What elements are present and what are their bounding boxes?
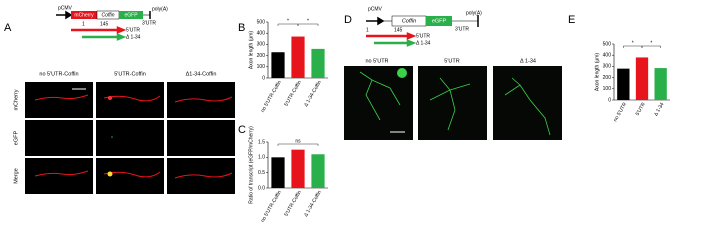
y-tick-label: 400 xyxy=(257,31,266,37)
significance-bracket xyxy=(641,45,661,48)
image-grid-d: no 5'UTR 5'UTR Δ 1-34 xyxy=(344,58,562,140)
column-label: Δ1-34-Coffin xyxy=(186,71,217,77)
box-label: Coffin xyxy=(402,18,416,24)
panel-label: C xyxy=(238,124,246,136)
bar xyxy=(654,68,667,100)
arrow-label: Δ 1-34 xyxy=(416,40,431,46)
significance-label: * xyxy=(650,40,652,46)
utr3: 3'UTR xyxy=(455,26,469,32)
position: 145 xyxy=(100,21,109,27)
y-tick-label: 0.5 xyxy=(258,170,265,176)
x-tick-label: 5'UTR xyxy=(635,101,647,116)
bar xyxy=(271,157,285,188)
box-label: eGFP xyxy=(432,18,447,24)
y-tick-label: 300 xyxy=(603,64,612,70)
column-label: no 5'UTR xyxy=(365,58,388,64)
y-tick-label: 300 xyxy=(257,42,266,48)
y-tick-label: 0 xyxy=(608,97,611,103)
promoter: pCMV xyxy=(368,6,383,12)
x-tick-label: 5'UTR-Coffin xyxy=(283,79,303,107)
significance-label: * xyxy=(287,18,289,24)
polya: poly(A) xyxy=(466,10,482,16)
x-tick-label: no 5'UTR-Coffin xyxy=(260,189,283,222)
panel-label: D xyxy=(344,14,352,26)
x-tick-label: Δ 1-34-Coffin xyxy=(303,79,323,107)
y-tick-label: 400 xyxy=(603,53,612,59)
row-label: Merge xyxy=(13,168,19,184)
box-label: mCherry xyxy=(74,12,94,18)
arrow-label: Δ 1-34 xyxy=(126,34,141,40)
y-axis-label: Axon length (μm) xyxy=(594,53,600,92)
significance-bracket xyxy=(277,143,319,146)
y-tick-label: 200 xyxy=(603,75,612,81)
x-tick-label: no 5'UTR-Coffin xyxy=(260,79,283,113)
construct-a: pCMV mCherry Coffin eGFP poly(A) 3'UTR 1… xyxy=(56,5,168,41)
bar xyxy=(291,149,305,188)
y-tick-label: 500 xyxy=(257,19,266,25)
y-tick-label: 1.0 xyxy=(258,155,265,161)
y-tick-label: 0 xyxy=(262,75,265,81)
column-label: Δ 1-34 xyxy=(520,58,536,64)
position: 1 xyxy=(366,27,369,33)
box-label: Coffin xyxy=(101,12,114,18)
panel-label: E xyxy=(568,14,575,26)
significance-bracket xyxy=(297,23,319,26)
polya: poly(A) xyxy=(152,6,168,12)
y-tick-label: 0.0 xyxy=(258,185,265,191)
column-label: no 5'UTR-Coffin xyxy=(39,71,78,77)
y-tick-label: 200 xyxy=(257,53,266,59)
y-axis-label: Ratio of transcript (eGFP/mCherry) xyxy=(248,126,254,204)
y-axis-label: Axon length (μm) xyxy=(248,31,254,70)
position: 1 xyxy=(82,21,85,27)
figure: A B C D E pCMV mCherry Coffin eGFP poly(… xyxy=(4,5,670,224)
significance-label: * xyxy=(307,18,309,24)
utr3: 3'UTR xyxy=(142,20,156,26)
x-tick-label: Δ 1-34-Coffin xyxy=(303,189,323,217)
row-label: eGFP xyxy=(13,130,19,145)
bar xyxy=(311,154,325,188)
arrow-label: 5'UTR xyxy=(416,33,430,39)
significance-label: * xyxy=(632,40,634,46)
column-label: 5'UTR xyxy=(444,58,459,64)
x-tick-label: no 5'UTR xyxy=(613,101,629,122)
bar xyxy=(291,36,305,78)
significance-label: ns xyxy=(295,138,301,144)
y-tick-label: 100 xyxy=(257,64,266,70)
column-label: 5'UTR-Coffin xyxy=(114,71,146,77)
y-tick-label: 1.5 xyxy=(258,139,265,145)
bar xyxy=(635,57,649,100)
position: 145 xyxy=(394,27,403,33)
promoter: pCMV xyxy=(58,5,73,11)
y-tick-label: 500 xyxy=(603,41,612,47)
x-tick-label: Δ 1-34 xyxy=(653,101,666,117)
box-label: eGFP xyxy=(124,12,138,18)
panel-label: B xyxy=(238,22,245,34)
row-label: mCherry xyxy=(13,89,19,110)
construct-d: pCMV Coffin eGFP poly(A) 3'UTR 1 145 5'U… xyxy=(366,6,482,47)
bar xyxy=(311,48,325,78)
image-grid-a: no 5'UTR-Coffin 5'UTR-Coffin Δ1-34-Coffi… xyxy=(13,71,235,194)
arrow-label: 5'UTR xyxy=(126,27,140,33)
y-tick-label: 100 xyxy=(603,86,612,92)
bar xyxy=(271,52,285,78)
x-tick-label: 5'UTR-Coffin xyxy=(283,189,303,217)
bar xyxy=(617,68,630,100)
panel-label: A xyxy=(4,22,12,34)
